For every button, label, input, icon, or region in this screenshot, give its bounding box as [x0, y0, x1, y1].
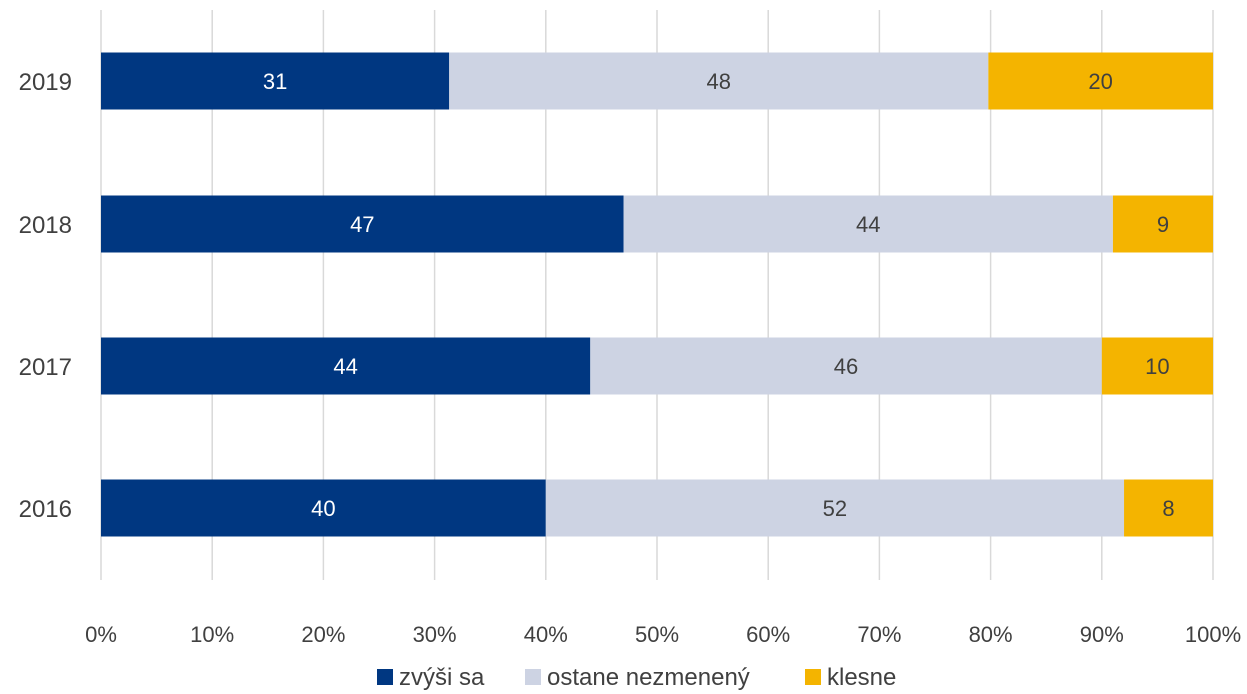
category-labels: 2019 2018 2017 2016: [19, 69, 72, 523]
legend-label: klesne: [827, 664, 896, 691]
data-label: 31: [263, 69, 287, 94]
bar-segment: [623, 195, 1113, 253]
x-tick-label: 60%: [746, 622, 790, 647]
bar-segment: [590, 337, 1102, 395]
data-label: 8: [1162, 496, 1174, 521]
bar-segment: [101, 479, 546, 537]
x-tick-label: 30%: [413, 622, 457, 647]
legend-label: zvýši sa: [399, 664, 485, 691]
bars: 31 48 20 47 44 9 44 46 10 40 52 8: [101, 52, 1213, 537]
category-label: 2017: [19, 354, 72, 381]
category-label: 2018: [19, 212, 72, 239]
data-label: 47: [350, 212, 374, 237]
data-label: 52: [823, 496, 847, 521]
data-label: 10: [1145, 354, 1169, 379]
data-label: 9: [1157, 212, 1169, 237]
data-label: 44: [333, 354, 357, 379]
x-tick-label: 90%: [1080, 622, 1124, 647]
legend-item: ostane nezmenený: [525, 664, 750, 691]
data-label: 20: [1088, 69, 1112, 94]
legend-item: klesne: [805, 664, 896, 691]
bar-segment: [1112, 195, 1213, 253]
category-label: 2016: [19, 496, 72, 523]
x-tick-label: 70%: [857, 622, 901, 647]
x-tick-label: 100%: [1185, 622, 1241, 647]
x-tick-label: 0%: [85, 622, 117, 647]
category-label: 2019: [19, 69, 72, 96]
bar-segment: [449, 52, 989, 110]
data-label: 46: [834, 354, 858, 379]
bar-segment: [1101, 337, 1213, 395]
x-tick-label: 10%: [190, 622, 234, 647]
data-label: 48: [707, 69, 731, 94]
bar-segment: [545, 479, 1125, 537]
x-axis-tick-labels: 0% 10% 20% 30% 40% 50% 60% 70% 80% 90% 100%: [85, 622, 1241, 647]
x-tick-label: 40%: [524, 622, 568, 647]
legend-swatch: [525, 669, 541, 685]
bar-segment: [988, 52, 1213, 110]
bar-segment: [101, 52, 450, 110]
x-tick-label: 20%: [301, 622, 345, 647]
legend-swatch: [805, 669, 821, 685]
bar-segment: [101, 195, 624, 253]
data-label: 40: [311, 496, 335, 521]
legend-swatch: [377, 669, 393, 685]
bar-segment: [1124, 479, 1213, 537]
legend: zvýši sa ostane nezmenený klesne: [377, 664, 896, 691]
data-label: 44: [856, 212, 880, 237]
bar-segment: [101, 337, 591, 395]
x-tick-label: 80%: [969, 622, 1013, 647]
legend-label: ostane nezmenený: [547, 664, 750, 691]
legend-item: zvýši sa: [377, 664, 485, 691]
x-tick-label: 50%: [635, 622, 679, 647]
